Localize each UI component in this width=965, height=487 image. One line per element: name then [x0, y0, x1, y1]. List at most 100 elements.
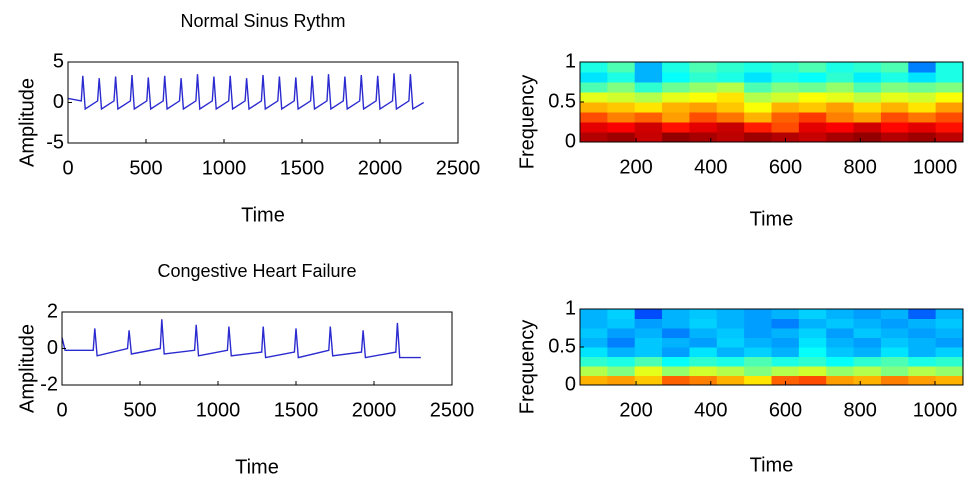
- heat-cell: [935, 92, 964, 103]
- heat-cell: [880, 328, 909, 338]
- heat-cell: [662, 102, 690, 113]
- heat-cell: [662, 62, 690, 73]
- heat-cell: [634, 337, 663, 348]
- heat-cell: [662, 375, 690, 386]
- x-axis-label: Time: [235, 456, 279, 478]
- heat-cell: [880, 72, 909, 83]
- heat-cell: [580, 82, 608, 93]
- heat-cell: [908, 92, 937, 103]
- heat-cell: [908, 318, 937, 329]
- heat-cell: [662, 92, 690, 103]
- heat-cell: [607, 366, 636, 376]
- heat-cell: [853, 62, 882, 73]
- heat-cell: [798, 112, 827, 123]
- heat-cell: [634, 102, 663, 113]
- heat-cell: [798, 309, 827, 319]
- heat-cell: [607, 112, 636, 123]
- heat-cell: [607, 309, 636, 319]
- y-tick-label: 5: [53, 50, 64, 72]
- heat-cell: [853, 328, 882, 338]
- heat-cell: [689, 112, 718, 123]
- heat-cell: [662, 132, 690, 143]
- heat-cell: [880, 337, 909, 348]
- heat-cell: [771, 366, 800, 376]
- chart-title: Congestive Heart Failure: [157, 261, 356, 281]
- heat-cell: [798, 122, 827, 133]
- x-tick-label: 600: [769, 399, 802, 421]
- heat-cell: [662, 328, 690, 338]
- heat-cell: [826, 347, 855, 357]
- heat-cell: [935, 122, 964, 133]
- heat-cell: [853, 309, 882, 319]
- heat-cell: [716, 122, 745, 133]
- heat-cell: [935, 356, 964, 367]
- heat-cell: [634, 72, 663, 83]
- heat-cell: [908, 102, 937, 113]
- x-tick-label: 1000: [202, 157, 247, 179]
- chart-title: Normal Sinus Rythm: [180, 11, 345, 31]
- heat-cell: [908, 82, 937, 93]
- heat-cell: [716, 62, 745, 73]
- heat-cell: [634, 92, 663, 103]
- heat-cell: [826, 82, 855, 93]
- heat-cell: [662, 356, 690, 367]
- heat-cell: [744, 309, 772, 319]
- heat-cell: [607, 72, 636, 83]
- x-tick-label: 2500: [436, 157, 481, 179]
- heat-cell: [689, 318, 718, 329]
- heat-cell: [908, 309, 937, 319]
- heat-cell: [580, 375, 608, 386]
- heat-cell: [744, 72, 772, 83]
- heat-cell: [935, 112, 964, 123]
- heat-cell: [689, 82, 718, 93]
- x-tick-label: 1000: [196, 399, 241, 421]
- heat-cell: [607, 375, 636, 386]
- x-tick-label: 500: [123, 399, 156, 421]
- heat-cell: [634, 309, 663, 319]
- heat-cell: [634, 112, 663, 123]
- heat-cell: [716, 337, 745, 348]
- heat-cell: [880, 318, 909, 329]
- heat-cell: [689, 309, 718, 319]
- heat-cell: [716, 328, 745, 338]
- heat-cell: [607, 132, 636, 143]
- heat-cell: [689, 102, 718, 113]
- heat-cell: [716, 366, 745, 376]
- heat-cell: [689, 328, 718, 338]
- heat-cell: [853, 375, 882, 386]
- heat-cell: [826, 337, 855, 348]
- heat-cell: [662, 337, 690, 348]
- heat-cell: [935, 82, 964, 93]
- heat-cell: [716, 92, 745, 103]
- heat-cell: [634, 82, 663, 93]
- heat-cell: [771, 112, 800, 123]
- heat-cell: [580, 72, 608, 83]
- heat-cell: [798, 132, 827, 143]
- heat-cell: [935, 102, 964, 113]
- heat-cell: [935, 132, 964, 143]
- x-tick-label: 1500: [274, 399, 319, 421]
- heat-cell: [798, 337, 827, 348]
- heat-cell: [908, 375, 937, 386]
- heat-cell: [908, 366, 937, 376]
- heat-cell: [880, 122, 909, 133]
- heat-cell: [853, 337, 882, 348]
- heat-cell: [798, 82, 827, 93]
- heat-cell: [935, 328, 964, 338]
- heat-cell: [880, 112, 909, 123]
- heat-cell: [689, 132, 718, 143]
- heat-cell: [853, 318, 882, 329]
- heat-cell: [908, 122, 937, 133]
- heat-cell: [826, 309, 855, 319]
- heat-cell: [935, 366, 964, 376]
- heat-cell: [771, 337, 800, 348]
- heat-cell: [853, 122, 882, 133]
- heat-cell: [744, 62, 772, 73]
- heat-cell: [744, 132, 772, 143]
- heat-cell: [716, 318, 745, 329]
- heat-cell: [880, 375, 909, 386]
- heat-cell: [771, 82, 800, 93]
- heat-cell: [853, 347, 882, 357]
- heat-cell: [826, 62, 855, 73]
